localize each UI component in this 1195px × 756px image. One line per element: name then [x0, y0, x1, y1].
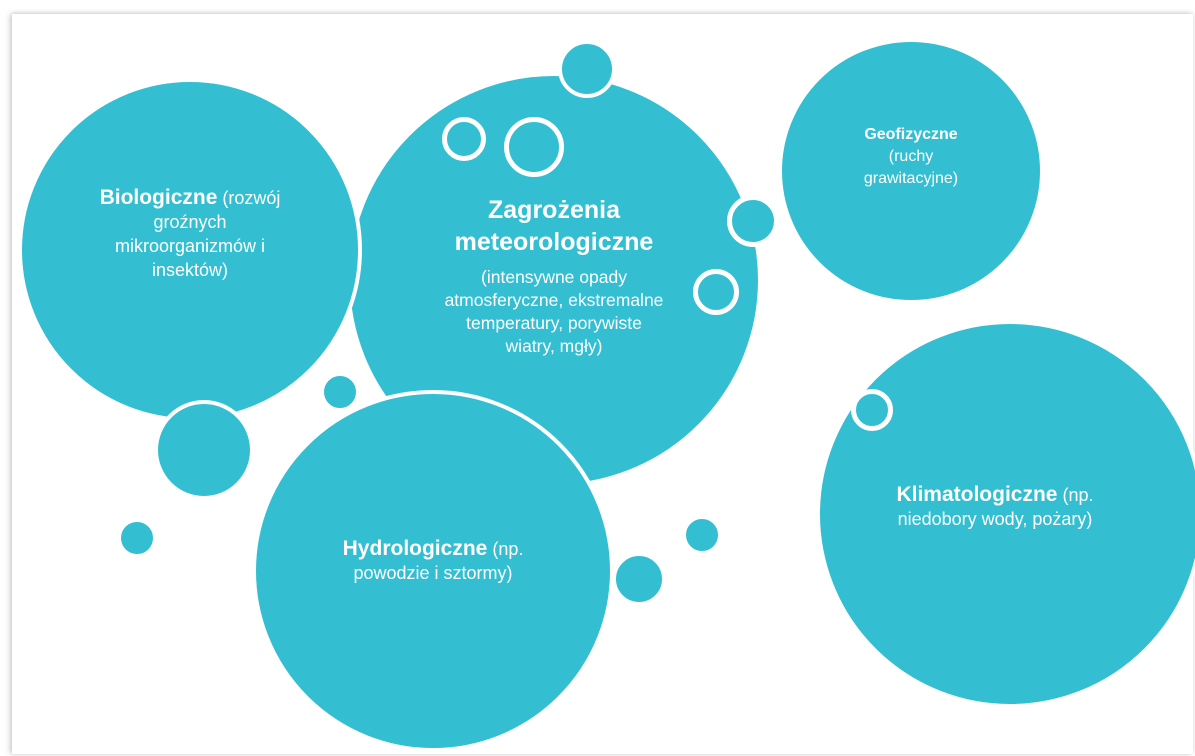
climatological-desc-2: niedobory wody, pożary) [897, 509, 1093, 529]
hydrological-label: Hydrologiczne (np. powodzie i sztormy) [343, 537, 524, 585]
geophysical-desc-1: (ruchy [888, 148, 934, 165]
biological-bubble: Biologiczne (rozwój groźnych mikroorgani… [18, 78, 362, 422]
biological-desc-3: mikroorganizmów i [114, 236, 266, 256]
geophysical-desc-2: grawitacyjne) [863, 170, 959, 187]
meteorological-desc-3: temperatury, porywiste [466, 313, 642, 333]
small-ring-4 [693, 269, 739, 315]
climatological-label: Klimatologiczne (np. niedobory wody, poż… [896, 483, 1093, 531]
meteorological-desc-4: wiatry, mgły) [505, 336, 603, 356]
hydrological-desc-1: (np. [487, 539, 524, 559]
medium-circle [154, 400, 254, 500]
climatological-bubble: Klimatologiczne (np. niedobory wody, poż… [816, 320, 1195, 708]
hydrological-bubble: Hydrologiczne (np. powodzie i sztormy) [252, 390, 614, 752]
biological-desc-2: groźnych [153, 212, 227, 232]
biological-desc-1: (rozwój [217, 188, 281, 208]
small-dot-1 [321, 373, 359, 411]
hydrological-title: Hydrologiczne [342, 537, 488, 560]
small-ring-2 [504, 117, 564, 177]
small-circle-top [558, 40, 616, 98]
climatological-title: Klimatologiczne [896, 483, 1058, 506]
geophysical-title: Geofizyczne [864, 126, 958, 143]
climatological-desc-1: (np. [1057, 485, 1094, 505]
biological-desc-4: insektów) [151, 260, 228, 280]
geophysical-bubble: Geofizyczne (ruchy grawitacyjne) [778, 38, 1044, 304]
small-dot-4 [613, 553, 665, 605]
biological-title: Biologiczne [99, 186, 218, 209]
meteorological-desc-1: (intensywne opady [481, 267, 627, 287]
geophysical-label: Geofizyczne (ruchy grawitacyjne) [864, 124, 958, 190]
meteorological-label: Zagrożenia meteorologiczne (intensywne o… [445, 194, 664, 358]
meteorological-title-2: meteorologiczne [454, 228, 654, 256]
meteorological-title-1: Zagrożenia [488, 196, 620, 224]
small-dot-3 [683, 516, 721, 554]
meteorological-desc-2: atmosferyczne, ekstremalne [444, 290, 664, 310]
small-dot-2 [118, 519, 156, 557]
hydrological-desc-2: powodzie i sztormy) [353, 563, 513, 583]
small-ring-1 [442, 117, 486, 161]
small-ring-3 [727, 195, 779, 247]
small-ring-5 [851, 389, 893, 431]
biological-label: Biologiczne (rozwój groźnych mikroorgani… [100, 186, 281, 282]
